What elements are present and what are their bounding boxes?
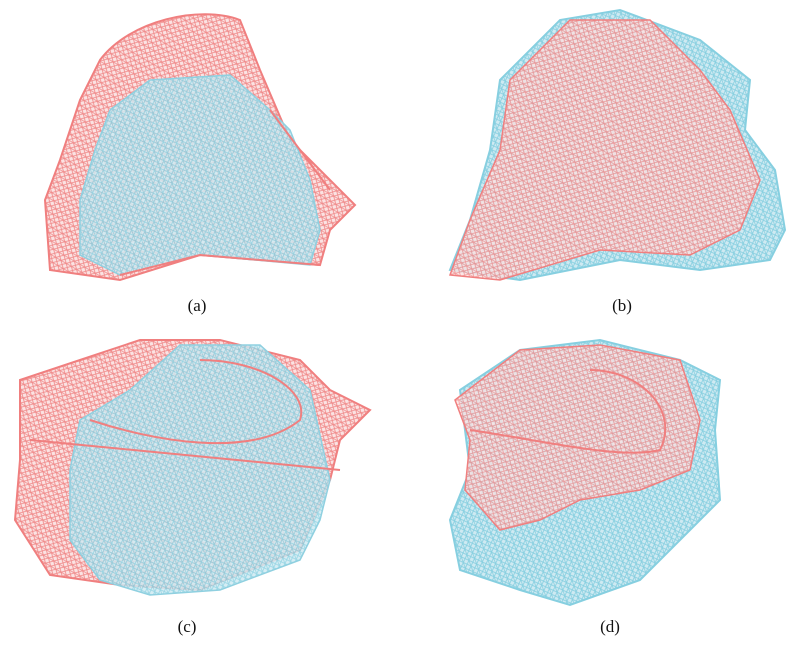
figure: (a) (b) (c) (d) xyxy=(0,0,796,646)
panel-a: (a) xyxy=(45,14,355,315)
caption: (c) xyxy=(178,617,197,636)
caption: (a) xyxy=(188,296,207,315)
caption: (d) xyxy=(600,617,620,636)
caption: (b) xyxy=(612,296,632,315)
panel-d: (d) xyxy=(450,340,720,636)
panel-b: (b) xyxy=(450,10,785,315)
panel-c: (c) xyxy=(15,340,370,636)
mesh-blue xyxy=(80,75,320,275)
